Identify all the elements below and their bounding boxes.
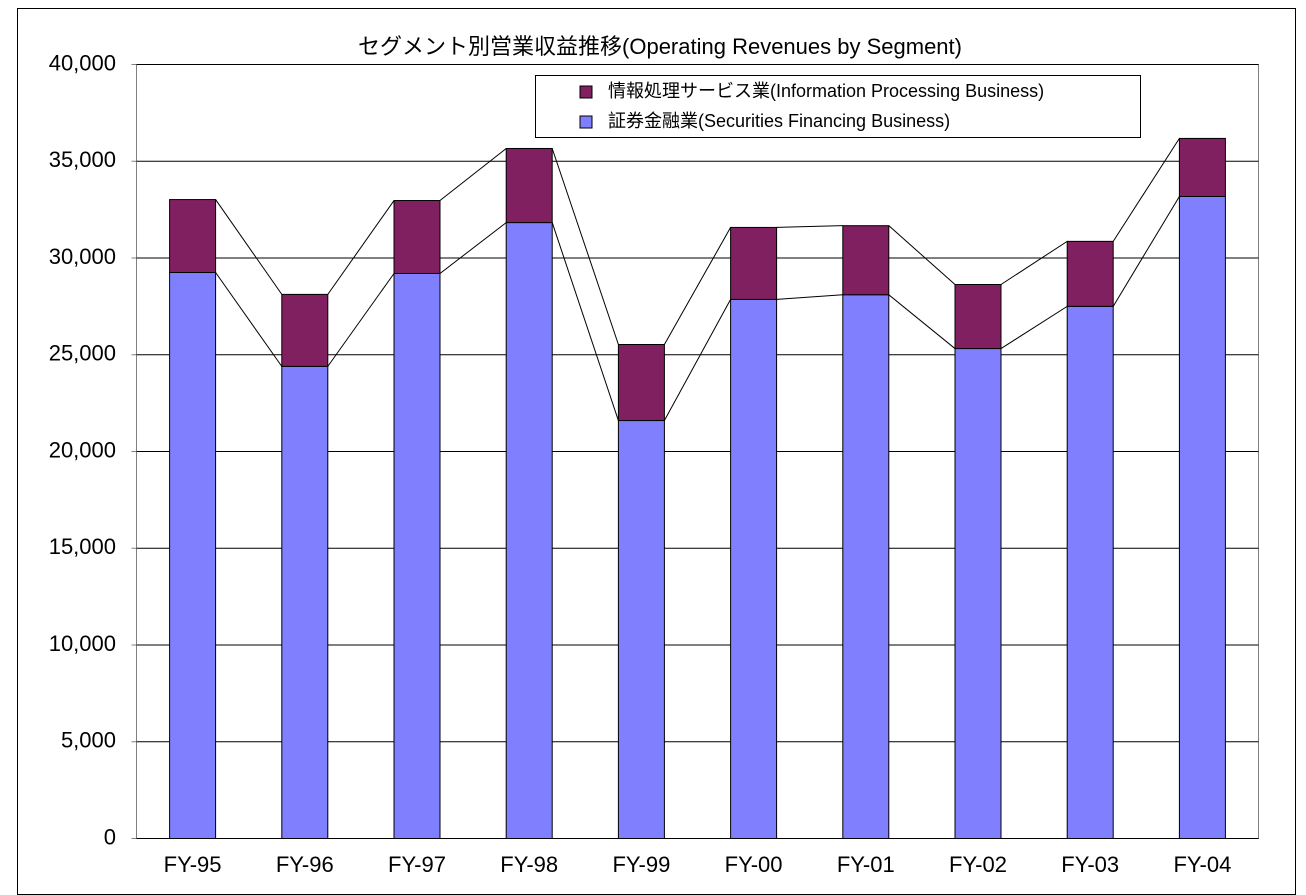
series-line: [663, 299, 732, 421]
series-line: [1000, 305, 1068, 349]
series-line: [1112, 196, 1180, 307]
bar-segment: [730, 226, 778, 300]
x-tick-label: FY-99: [612, 852, 670, 877]
bar-segment: [281, 365, 329, 839]
x-tick-label: FY-98: [500, 852, 558, 877]
legend-label: 証券金融業(Securities Financing Business): [608, 111, 950, 131]
x-tick-label: FY-02: [949, 852, 1007, 877]
series-line: [327, 200, 395, 295]
x-tick-label: FY-96: [276, 852, 334, 877]
y-tick-label: 10,000: [49, 631, 116, 656]
x-tick-label: FY-97: [388, 852, 446, 877]
y-tick-label: 25,000: [49, 341, 116, 366]
series-line: [551, 222, 619, 421]
series-line: [215, 272, 283, 367]
bar-segment: [617, 420, 665, 839]
bar-segment: [1066, 240, 1114, 307]
bar-segment: [842, 225, 890, 296]
series-line: [776, 225, 843, 228]
bar-segment: [281, 293, 329, 367]
series-line: [1000, 240, 1068, 285]
series-line: [215, 199, 283, 295]
y-tick-label: 30,000: [49, 244, 116, 269]
bar-segment: [169, 199, 217, 274]
bar-segment: [169, 272, 217, 839]
series-line: [551, 148, 619, 345]
y-tick-label: 0: [104, 824, 116, 849]
x-tick-label: FY-01: [837, 852, 895, 877]
x-tick-label: FY-95: [164, 852, 222, 877]
bar-segment: [617, 343, 665, 422]
x-tick-label: FY-03: [1061, 852, 1119, 877]
legend-swatch: [579, 115, 593, 129]
series-line: [1112, 138, 1180, 242]
bar-segment: [505, 147, 553, 224]
series-line: [663, 227, 732, 345]
legend-label: 情報処理サービス業(Information Processing Busines…: [608, 81, 1044, 101]
y-tick-label: 35,000: [49, 147, 116, 172]
x-tick-label: FY-04: [1173, 852, 1231, 877]
y-tick-label: 20,000: [49, 437, 116, 462]
bar-segment: [954, 284, 1002, 350]
bar-segment: [954, 348, 1002, 839]
bar-segment: [1178, 195, 1226, 840]
legend-box: [535, 75, 1141, 138]
bar-segment: [730, 298, 778, 839]
bar-segment: [393, 200, 441, 274]
y-tick-label: 15,000: [49, 534, 116, 559]
bar-segment: [393, 272, 441, 840]
x-tick-label: FY-00: [725, 852, 783, 877]
series-line: [439, 222, 507, 274]
y-tick-label: 5,000: [61, 728, 116, 753]
bar-segment: [505, 222, 553, 840]
series-line: [327, 273, 395, 367]
y-tick-label: 40,000: [49, 50, 116, 75]
series-line: [776, 294, 843, 300]
series-line: [888, 294, 956, 349]
series-line: [888, 225, 956, 285]
bar-segment: [1066, 305, 1114, 839]
series-line: [439, 148, 507, 201]
legend-swatch: [579, 85, 593, 99]
bar-segment: [842, 294, 890, 839]
chart-title: セグメント別営業収益推移(Operating Revenues by Segme…: [358, 34, 962, 59]
bar-segment: [1178, 137, 1226, 197]
